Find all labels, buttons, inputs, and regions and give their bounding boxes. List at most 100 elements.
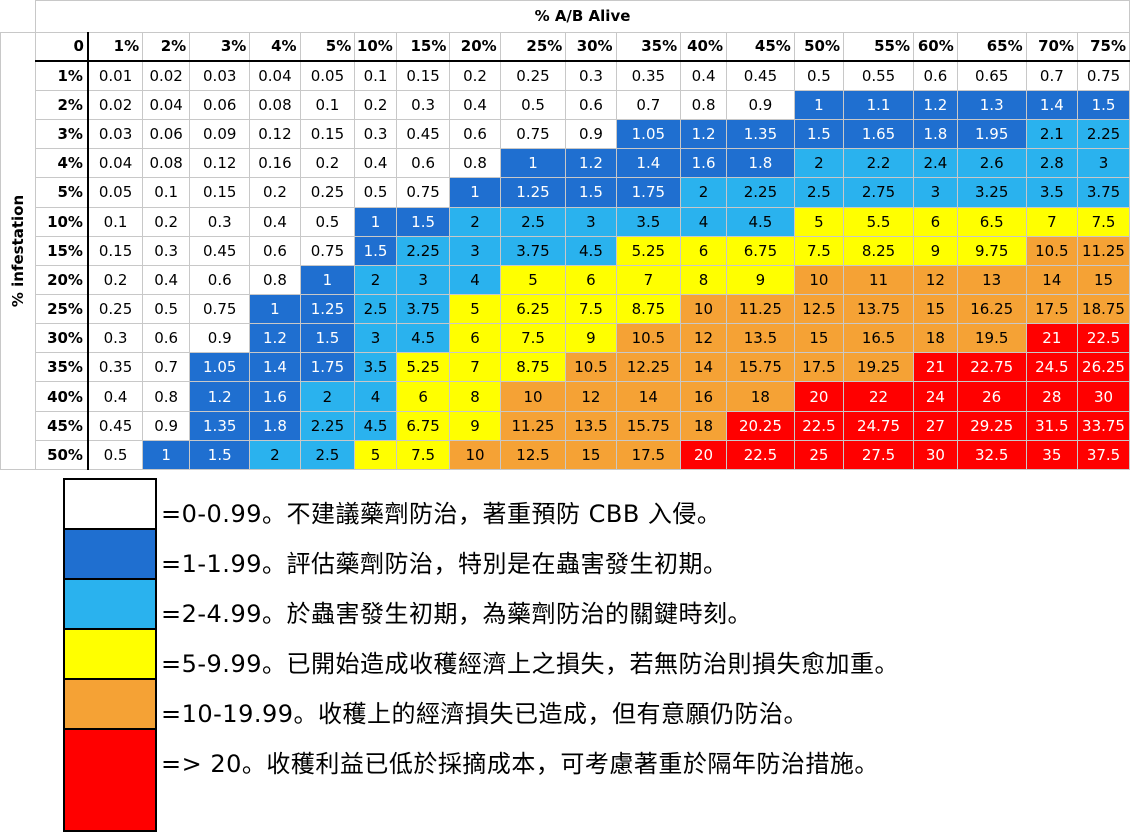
heatmap-cell: 2.4 (913, 148, 958, 179)
heatmap-cell: 1 (142, 439, 191, 471)
heatmap-cell: 1.2 (189, 381, 251, 412)
heatmap-cell: 2.5 (354, 293, 397, 325)
heatmap-cell: 13.5 (565, 410, 617, 441)
heatmap-cell: 24.75 (843, 410, 915, 441)
heatmap-cell: 2 (299, 381, 356, 412)
heatmap-cell: 1.3 (956, 89, 1027, 121)
legend-swatch (65, 630, 155, 680)
heatmap-cell: 1 (449, 177, 501, 208)
heatmap-cell: 22 (843, 381, 915, 412)
heatmap-cell: 37.5 (1077, 439, 1130, 471)
heatmap-cell: 5 (499, 264, 567, 295)
heatmap-cell: 0.01 (87, 60, 144, 91)
heatmap-cell: 0.8 (249, 264, 301, 295)
x-tick-label: 4% (249, 31, 301, 63)
heatmap-cell: 0.2 (249, 177, 301, 208)
heatmap-cell: 3 (913, 177, 958, 208)
heatmap-cell: 15 (913, 293, 958, 325)
heatmap-cell: 0.5 (87, 439, 144, 471)
heatmap-cell: 8 (680, 264, 728, 295)
heatmap-cell: 10.5 (615, 323, 682, 354)
heatmap-cell: 10 (499, 381, 567, 412)
table-row: 50% 0.5 1 1.5 2 2.5 5 7.5 10 12.5 15 17.5 20 22.5 25 27… (1, 439, 1130, 471)
heatmap-cell: 1.75 (299, 352, 356, 383)
x-tick-label: 30% (565, 31, 617, 63)
heatmap-cell: 27.5 (843, 439, 915, 471)
heatmap-cell: 0.16 (249, 148, 301, 179)
x-tick-label: 1% (87, 31, 144, 63)
heatmap-cell: 3.75 (499, 235, 567, 266)
heatmap-cell: 0.5 (354, 177, 397, 208)
heatmap-cell: 10 (793, 264, 845, 295)
heatmap-cell: 0.2 (354, 89, 397, 121)
heatmap-cell: 26.25 (1077, 352, 1130, 383)
heatmap-cell: 1 (354, 206, 397, 237)
heatmap-cell: 3.5 (1025, 177, 1079, 208)
heatmap-cell: 21 (913, 352, 958, 383)
heatmap-cell: 0.75 (189, 293, 251, 325)
y-tick-label: 4% (34, 148, 89, 179)
heatmap-cell: 0.75 (1077, 60, 1130, 91)
heatmap-cell: 18.75 (1077, 293, 1130, 325)
heatmap-cell: 0.4 (142, 264, 191, 295)
heatmap-cell: 0.3 (354, 119, 397, 150)
legend-swatches (63, 478, 157, 832)
heatmap-cell: 5 (793, 206, 845, 237)
x-tick-label: 3% (189, 31, 251, 63)
heatmap-cell: 1.35 (726, 119, 795, 150)
heatmap-cell: 4 (354, 381, 397, 412)
heatmap-cell: 1.75 (615, 177, 682, 208)
x-tick-label: 35% (615, 31, 682, 63)
x-tick-label: 2% (142, 31, 191, 63)
heatmap-cell: 1.5 (395, 206, 451, 237)
heatmap-cell: 14 (615, 381, 682, 412)
heatmap-cell: 0.6 (449, 119, 501, 150)
heatmap-cell: 1.95 (956, 119, 1027, 150)
heatmap-cell: 1 (299, 264, 356, 295)
table-row: 45% 0.45 0.9 1.35 1.8 2.25 4.5 6.75 9 11.25 13.5 15… (1, 410, 1130, 441)
x-tick-label: 45% (726, 31, 795, 63)
legend-swatch (65, 580, 155, 630)
y-tick-label: 2% (34, 89, 89, 121)
heatmap-cell: 0.45 (87, 410, 144, 441)
heatmap-cell: 0.3 (395, 89, 451, 121)
heatmap-cell: 2 (449, 206, 501, 237)
table-row: 1% 0.01 0.02 0.03 0.04 0.05 0.1 0.15 0.2 0.25 0.3 0… (1, 60, 1130, 91)
heatmap-cell: 11.25 (499, 410, 567, 441)
heatmap-cell: 4 (449, 264, 501, 295)
heatmap-cell: 15.75 (726, 352, 795, 383)
y-tick-label: 20% (34, 264, 89, 295)
legend-swatch (65, 530, 155, 580)
x-tick-label: 20% (449, 31, 501, 63)
heatmap-cell: 2.25 (726, 177, 795, 208)
heatmap-cell: 6 (913, 206, 958, 237)
heatmap-cell: 0.25 (499, 60, 567, 91)
heatmap-cell: 0.4 (249, 206, 301, 237)
heatmap-cell: 6.75 (726, 235, 795, 266)
heatmap-cell: 1 (499, 148, 567, 179)
heatmap-cell: 1.2 (913, 89, 958, 121)
heatmap-cell: 6.75 (395, 410, 451, 441)
x-tick-label: 15% (395, 31, 451, 63)
heatmap-cell: 3 (1077, 148, 1130, 179)
heatmap-cell: 22.5 (793, 410, 845, 441)
heatmap-cell: 16.25 (956, 293, 1027, 325)
heatmap-cell: 30 (913, 439, 958, 471)
table-row: 30% 0.3 0.6 0.9 1.2 1.5 3 4.5 6 7.5 9 10.5 12 13.5 15 1… (1, 323, 1130, 354)
heatmap-cell: 12.5 (793, 293, 845, 325)
heatmap-cell: 1.6 (249, 381, 301, 412)
heatmap-cell: 13.75 (843, 293, 915, 325)
y-tick-label: 10% (34, 206, 89, 237)
heatmap-cell: 17.5 (615, 439, 682, 471)
heatmap-cell: 35 (1025, 439, 1079, 471)
heatmap-cell: 0.45 (189, 235, 251, 266)
heatmap-cell: 1.6 (680, 148, 728, 179)
heatmap-cell: 0.04 (249, 60, 301, 91)
heatmap-cell: 0.1 (354, 60, 397, 91)
heatmap-cell: 6 (449, 323, 501, 354)
heatmap-cell: 0.65 (956, 60, 1027, 91)
heatmap-cell: 0.5 (299, 206, 356, 237)
heatmap-cell: 0.05 (87, 177, 144, 208)
heatmap-cell: 0.1 (142, 177, 191, 208)
heatmap-cell: 15 (1077, 264, 1130, 295)
